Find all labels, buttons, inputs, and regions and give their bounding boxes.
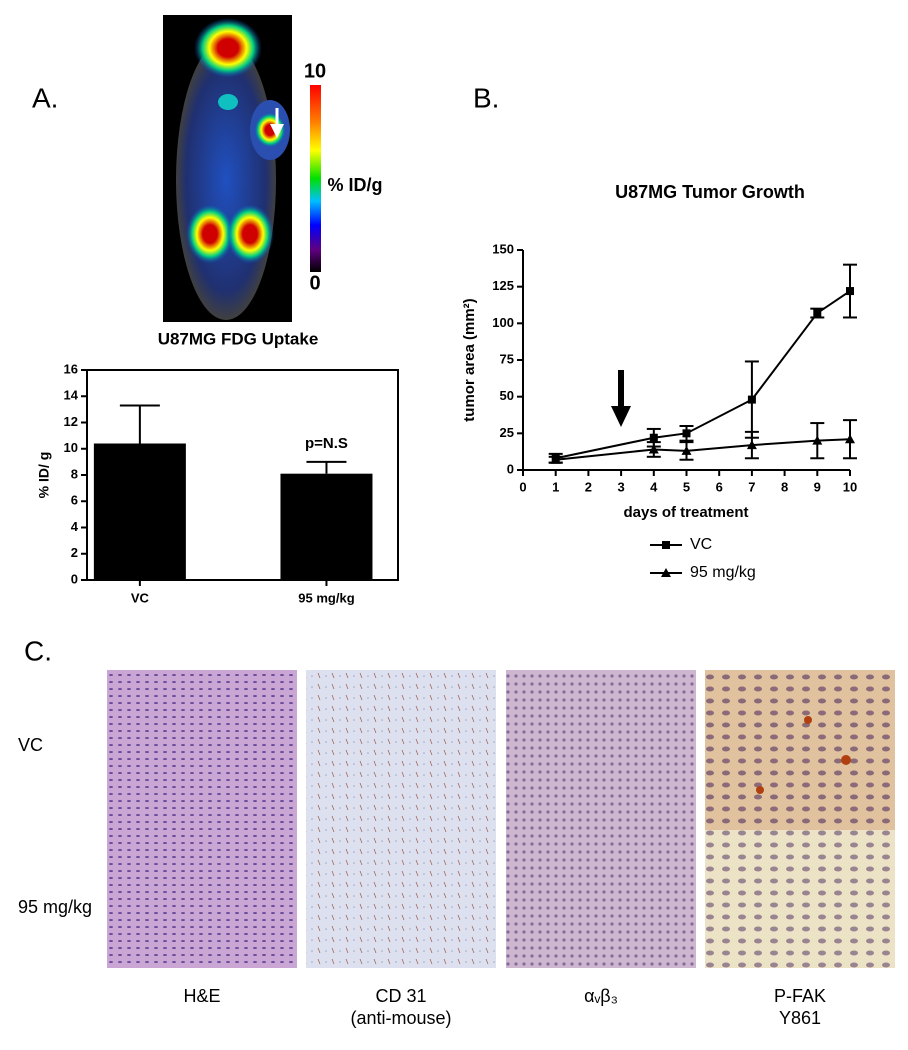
marker — [649, 433, 658, 442]
series-line — [555, 290, 851, 460]
x-axis-label: days of treatment — [623, 504, 748, 521]
column-label: P-FAK — [774, 986, 826, 1006]
chart-title: U87MG Tumor Growth — [615, 182, 805, 202]
legend-marker — [662, 541, 670, 549]
marker — [648, 444, 659, 454]
treatment-arrow — [611, 370, 631, 427]
legend-marker — [661, 568, 671, 577]
y-tick-label: 100 — [492, 315, 514, 330]
column-label: H&E — [183, 986, 220, 1006]
bar — [93, 443, 186, 580]
marker — [845, 434, 855, 444]
x-tick-label: 2 — [585, 479, 592, 494]
y-tick-label: 0 — [71, 571, 78, 586]
micrograph — [705, 670, 895, 830]
chart-title: U87MG FDG Uptake — [158, 329, 319, 348]
x-tick-label: 6 — [716, 479, 723, 494]
marker — [746, 440, 757, 450]
x-tick-label: VC — [131, 590, 150, 605]
column-label: CD 31 — [375, 986, 426, 1006]
panel-label: C. — [24, 635, 52, 666]
column-label: Y861 — [779, 1008, 821, 1028]
x-tick-label: 4 — [650, 479, 658, 494]
panel-label: A. — [32, 82, 58, 113]
colorbar-unit: % ID/g — [327, 175, 382, 195]
micrographs — [107, 670, 895, 968]
x-tick-label: 1 — [552, 479, 559, 494]
y-tick-label: 0 — [507, 461, 514, 476]
legend-label: 95 mg/kg — [690, 564, 756, 581]
micrograph — [107, 830, 297, 968]
x-tick-label: 7 — [748, 479, 755, 494]
y-tick-label: 75 — [500, 351, 514, 366]
micrograph — [107, 670, 297, 830]
micrograph — [506, 830, 696, 968]
y-tick-label: 16 — [64, 361, 78, 376]
y-axis-label: % ID/ g — [36, 452, 52, 499]
y-tick-label: 14 — [64, 388, 79, 403]
column-label: (anti-mouse) — [350, 1008, 451, 1028]
y-tick-label: 125 — [492, 278, 514, 293]
marker — [813, 309, 822, 318]
x-tick-label: 10 — [843, 479, 857, 494]
y-axis-label: tumor area (mm²) — [461, 298, 478, 421]
colorbar — [310, 85, 321, 272]
bar — [280, 473, 373, 580]
y-tick-label: 10 — [64, 440, 78, 455]
marker — [682, 429, 691, 438]
marker — [681, 445, 692, 455]
micrograph — [306, 830, 496, 968]
x-tick-label: 3 — [617, 479, 624, 494]
y-tick-label: 50 — [500, 388, 514, 403]
y-tick-label: 2 — [71, 545, 78, 560]
marker — [812, 435, 823, 445]
marker — [846, 287, 854, 296]
y-tick-label: 25 — [500, 425, 514, 440]
micrograph — [705, 830, 895, 968]
x-tick-label: 8 — [781, 479, 788, 494]
y-tick-label: 150 — [492, 241, 514, 256]
x-tick-label: 9 — [814, 479, 821, 494]
x-tick-label: 5 — [683, 479, 690, 494]
row-label: 95 mg/kg — [18, 897, 92, 917]
micrograph — [306, 670, 496, 830]
panel-label: B. — [473, 82, 499, 113]
column-label: αᵥβ₃ — [584, 986, 618, 1006]
colorbar-min: 0 — [309, 272, 320, 294]
annotation: p=N.S — [305, 435, 348, 452]
x-tick-label: 0 — [519, 479, 526, 494]
x-tick-label: 95 mg/kg — [298, 590, 354, 605]
legend-label: VC — [690, 536, 712, 553]
y-tick-label: 6 — [71, 493, 78, 508]
y-tick-label: 4 — [71, 519, 79, 534]
row-label: VC — [18, 735, 43, 755]
pet-image — [163, 15, 292, 322]
marker — [747, 395, 756, 404]
series-line — [555, 438, 851, 461]
marker — [550, 454, 561, 464]
y-tick-label: 12 — [64, 414, 78, 429]
micrograph — [506, 670, 696, 830]
y-tick-label: 8 — [71, 466, 78, 481]
colorbar-max: 10 — [304, 60, 326, 82]
